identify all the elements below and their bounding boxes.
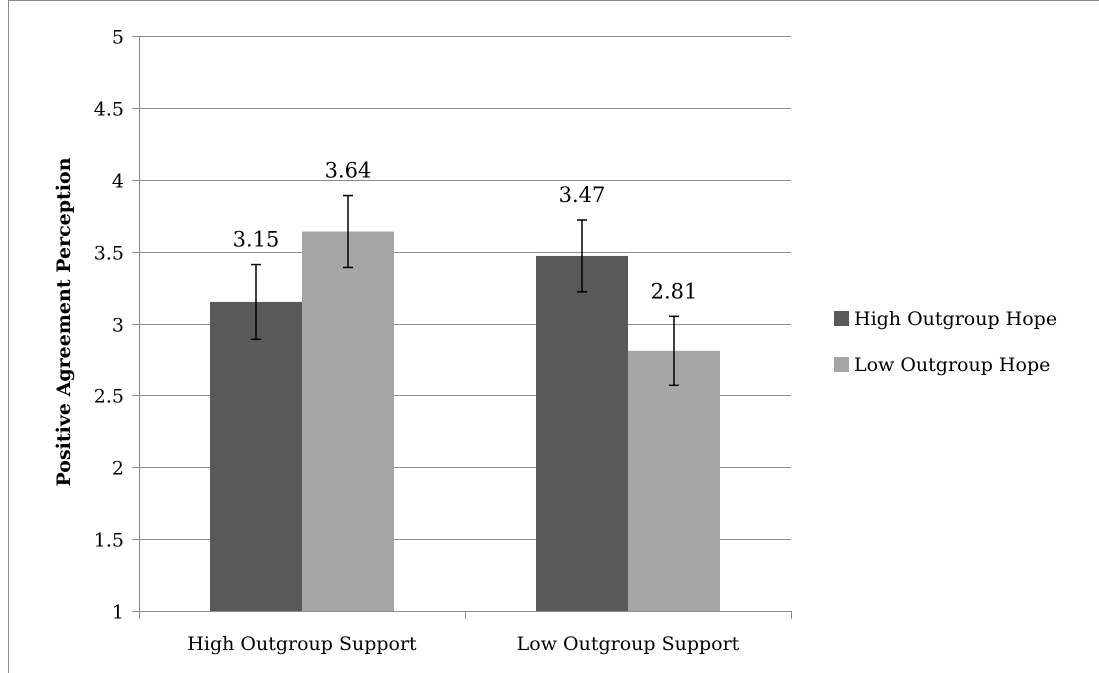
y-tick-label: 1.5 (94, 530, 124, 552)
y-tick-label: 4.5 (94, 99, 124, 121)
bar (536, 255, 628, 611)
data-label: 3.64 (325, 159, 372, 183)
data-label: 3.47 (559, 183, 606, 207)
legend-label-low-outgroup-hope: Low Outgroup Hope (854, 354, 1050, 376)
y-tick-label: 3.5 (94, 243, 124, 265)
y-tick-label: 5 (112, 27, 124, 49)
category-labels: High Outgroup Support Low Outgroup Suppor… (187, 633, 739, 655)
data-label: 2.81 (651, 279, 698, 303)
axes (132, 36, 792, 619)
y-tick-label: 3 (112, 315, 124, 337)
category-label: High Outgroup Support (187, 633, 417, 655)
category-label: Low Outgroup Support (517, 633, 740, 655)
y-tick-labels: 1 1.5 2 2.5 3 3.5 4 4.5 5 (94, 27, 124, 624)
legend-swatch-high-outgroup-hope (834, 311, 849, 326)
y-tick-label: 2 (112, 458, 124, 480)
data-labels: 3.15 3.64 3.47 2.81 (233, 159, 698, 304)
error-bars (251, 194, 679, 387)
legend: High Outgroup Hope Low Outgroup Hope (834, 308, 1057, 376)
bar (628, 350, 720, 611)
bar (210, 301, 302, 611)
data-label: 3.15 (233, 228, 280, 252)
bar (302, 231, 394, 611)
legend-label-high-outgroup-hope: High Outgroup Hope (854, 308, 1057, 330)
y-tick-label: 1 (112, 602, 124, 624)
bars (210, 231, 720, 611)
y-tick-label: 4 (112, 171, 124, 193)
legend-swatch-low-outgroup-hope (834, 357, 849, 372)
y-axis-title: Positive Agreement Perception (53, 157, 75, 486)
y-tick-label: 2.5 (94, 386, 124, 408)
